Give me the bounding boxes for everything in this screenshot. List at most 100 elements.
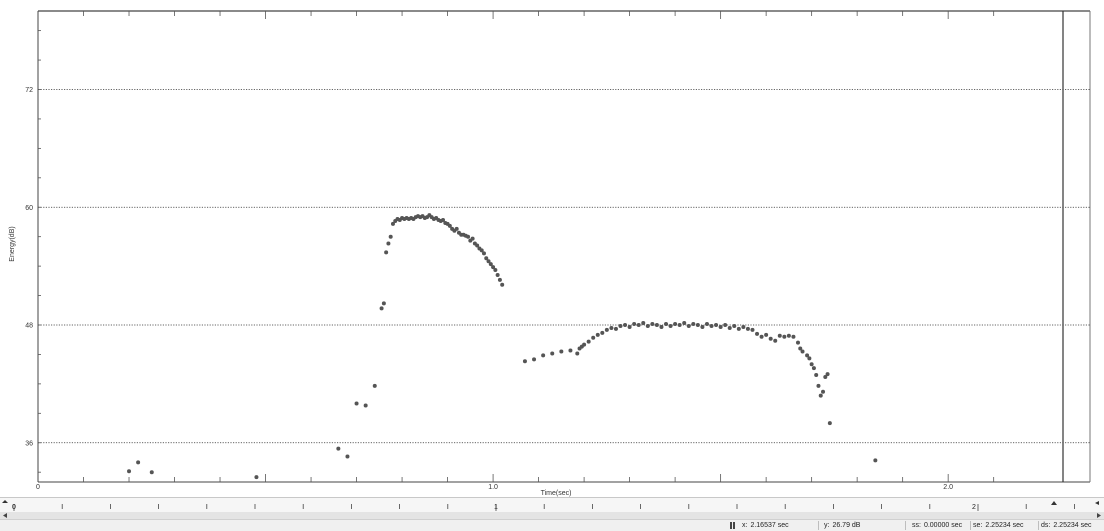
data-point — [750, 327, 755, 332]
scroll-left-icon[interactable] — [3, 513, 7, 518]
data-point — [682, 321, 687, 326]
energy-chart-svg: 36 48 60 72 0 1.0 2.0 Energy(dB) Time(sec) — [9, 10, 1091, 497]
data-point — [709, 323, 714, 328]
data-point — [811, 366, 816, 371]
data-point — [591, 335, 596, 340]
data-point — [475, 243, 480, 248]
data-point — [586, 339, 591, 344]
timeline-ruler-svg: 0 1 2 — [0, 500, 1104, 519]
data-point — [807, 356, 812, 361]
status-x-key: x: — [742, 522, 748, 529]
data-point — [486, 259, 491, 264]
x-tick-label: 0 — [36, 484, 40, 491]
y-tick-label: 72 — [25, 87, 33, 94]
data-point — [764, 332, 769, 337]
data-point — [388, 234, 393, 239]
data-point — [491, 265, 496, 270]
data-point — [736, 326, 741, 331]
data-point — [805, 353, 810, 358]
data-point — [632, 322, 637, 327]
data-point — [745, 326, 750, 331]
data-point — [522, 359, 527, 364]
data-point — [354, 401, 359, 406]
data-point — [127, 469, 132, 474]
marker-left-icon[interactable] — [1095, 501, 1099, 505]
data-point — [623, 323, 628, 327]
data-point — [488, 262, 493, 267]
status-ss-key: ss: — [912, 522, 921, 529]
data-point — [379, 306, 384, 311]
data-point — [582, 342, 587, 347]
data-point — [777, 333, 782, 338]
data-point — [254, 475, 259, 480]
status-ds: ds: 2.25234 sec — [1041, 522, 1092, 529]
data-point — [755, 331, 760, 336]
timeline-label-1: 1 — [494, 504, 498, 511]
data-point — [798, 346, 803, 351]
status-ss: ss: 0.00000 sec — [912, 522, 962, 529]
data-point — [484, 256, 489, 261]
data-point — [372, 383, 377, 388]
x-tick-label: 1.0 — [488, 484, 498, 491]
data-point — [609, 325, 614, 330]
data-point — [800, 349, 805, 354]
data-point — [825, 372, 830, 377]
status-se-value: 2.25234 sec — [985, 522, 1024, 529]
status-bar: x: 2.16537 sec y: 26.79 dB ss: 0.00000 sec … — [0, 519, 1104, 531]
data-point — [786, 333, 791, 338]
data-point — [345, 454, 350, 459]
data-point — [727, 325, 732, 330]
status-ds-key: ds: — [1041, 522, 1051, 529]
data-point — [714, 323, 719, 327]
timeline-ruler[interactable]: 0 1 2 — [0, 497, 1104, 519]
data-point — [495, 272, 500, 277]
data-point — [386, 241, 391, 246]
data-point — [441, 218, 446, 223]
data-point — [390, 221, 395, 226]
marker-down-icon[interactable] — [2, 500, 8, 503]
data-point — [595, 332, 600, 337]
data-point — [818, 393, 823, 398]
data-point — [700, 324, 705, 329]
data-point — [718, 324, 723, 329]
data-point — [741, 324, 746, 329]
data-point — [627, 324, 632, 329]
data-point — [466, 234, 471, 239]
data-point — [493, 268, 498, 273]
data-point — [604, 327, 609, 332]
data-point — [618, 323, 623, 328]
horizontal-scrollbar[interactable] — [0, 512, 1104, 519]
data-point — [732, 323, 737, 328]
data-point — [600, 330, 605, 335]
data-point — [673, 322, 678, 327]
data-point — [363, 403, 368, 408]
status-ds-value: 2.25234 sec — [1053, 522, 1092, 529]
status-y-key: y: — [824, 522, 830, 529]
status-y-value: 26.79 dB — [832, 522, 861, 529]
data-point — [568, 348, 573, 353]
data-point — [809, 362, 814, 367]
data-point — [447, 223, 452, 228]
data-point — [759, 334, 764, 339]
data-point — [559, 349, 564, 354]
data-point — [645, 323, 650, 328]
data-point — [691, 322, 696, 327]
data-point — [668, 323, 673, 328]
timeline-label-0: 0 — [12, 504, 16, 511]
data-point — [532, 357, 537, 362]
data-point — [500, 282, 505, 287]
x-tick-label: 2.0 — [943, 484, 953, 491]
data-point — [497, 277, 502, 282]
energy-plot[interactable]: 36 48 60 72 0 1.0 2.0 Energy(dB) Time(sec) — [0, 0, 1104, 497]
data-point — [821, 389, 826, 394]
data-point — [384, 250, 389, 255]
status-se: se: 2.25234 sec — [973, 522, 1024, 529]
scroll-right-icon[interactable] — [1097, 513, 1101, 518]
data-point — [768, 336, 773, 341]
data-point — [654, 323, 659, 327]
y-tick-label: 36 — [25, 440, 33, 447]
data-point — [659, 324, 664, 329]
marker-up-icon[interactable] — [1051, 501, 1057, 505]
data-point — [550, 351, 555, 356]
data-point — [677, 323, 682, 327]
